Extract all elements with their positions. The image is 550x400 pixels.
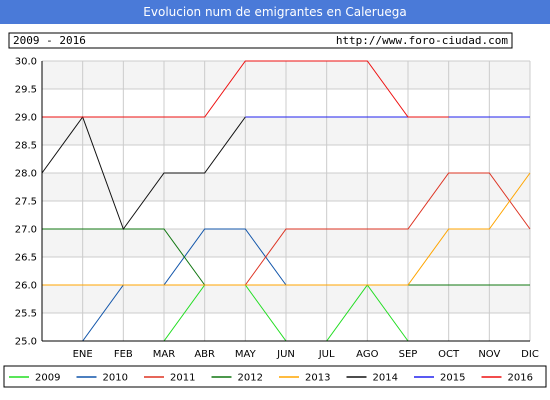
y-axis-ticks: 25.0 25.5 26.0 26.5 27.0 27.5 28.0 28.5 29.0 29.5… <box>15 57 37 348</box>
legend-label: 2015 <box>440 373 465 384</box>
source-url: http://www.foro-ciudad.com <box>336 34 509 47</box>
legend-label: 2013 <box>305 373 330 384</box>
legend-box <box>3 365 547 388</box>
chart-header-bar <box>0 0 550 24</box>
series-line-2016 <box>42 60 449 118</box>
x-tick-label: ENE <box>73 349 93 360</box>
period-label: 2009 - 2016 <box>13 34 86 47</box>
y-tick-label: 25.0 <box>15 337 37 348</box>
legend-label: 2011 <box>170 373 195 384</box>
x-tick-label: DIC <box>521 349 539 360</box>
legend-item-2016: 2016 <box>481 373 533 384</box>
x-tick-label: ABR <box>194 349 215 360</box>
legend-label: 2010 <box>103 373 128 384</box>
series-2016 <box>42 60 449 118</box>
legend-item-2015: 2015 <box>414 373 465 384</box>
x-tick-label: OCT <box>438 349 460 360</box>
legend-item-2009: 2009 <box>9 373 60 384</box>
y-tick-label: 29.0 <box>15 113 37 124</box>
x-tick-label: FEB <box>114 349 133 360</box>
legend-item-2010: 2010 <box>76 373 128 384</box>
y-tick-label: 25.5 <box>15 309 37 320</box>
y-tick-label: 26.5 <box>15 253 37 264</box>
series-2014 <box>41 115 246 231</box>
legend: 2009 2010 2011 2012 2013 2014 2015 2016 <box>9 373 533 384</box>
legend-item-2011: 2011 <box>144 373 195 384</box>
legend-item-2014: 2014 <box>346 373 398 384</box>
x-tick-label: MAY <box>235 349 257 360</box>
legend-label: 2012 <box>238 373 263 384</box>
legend-item-2013: 2013 <box>279 373 330 384</box>
x-axis-ticks: ENE FEB MAR ABR MAY JUN JUL AGO SEP OCT NOV DIC <box>73 349 539 360</box>
axes <box>41 61 530 342</box>
series-2011 <box>244 172 531 286</box>
series-2013 <box>42 172 531 286</box>
y-tick-label: 28.0 <box>15 169 37 180</box>
legend-label: 2009 <box>35 373 60 384</box>
legend-label: 2016 <box>508 373 533 384</box>
x-tick-label: JUL <box>318 349 335 360</box>
legend-label: 2014 <box>373 373 398 384</box>
series-line-2014 <box>41 115 246 231</box>
series-line-2013 <box>42 172 531 286</box>
y-tick-label: 27.0 <box>15 225 37 236</box>
y-tick-label: 30.0 <box>15 57 37 68</box>
x-tick-label: JUN <box>276 349 295 360</box>
x-tick-label: MAR <box>153 349 175 360</box>
y-tick-label: 26.0 <box>15 281 37 292</box>
y-tick-label: 29.5 <box>15 85 37 96</box>
chart-title: Evolucion num de emigrantes en Caleruega <box>143 5 406 19</box>
y-tick-label: 28.5 <box>15 141 37 152</box>
x-tick-label: NOV <box>478 349 500 360</box>
x-tick-label: AGO <box>356 349 378 360</box>
x-tick-label: SEP <box>399 349 418 360</box>
y-tick-label: 27.5 <box>15 197 37 208</box>
legend-item-2012: 2012 <box>211 373 263 384</box>
series-line-2011 <box>244 172 531 286</box>
info-box <box>8 32 513 49</box>
